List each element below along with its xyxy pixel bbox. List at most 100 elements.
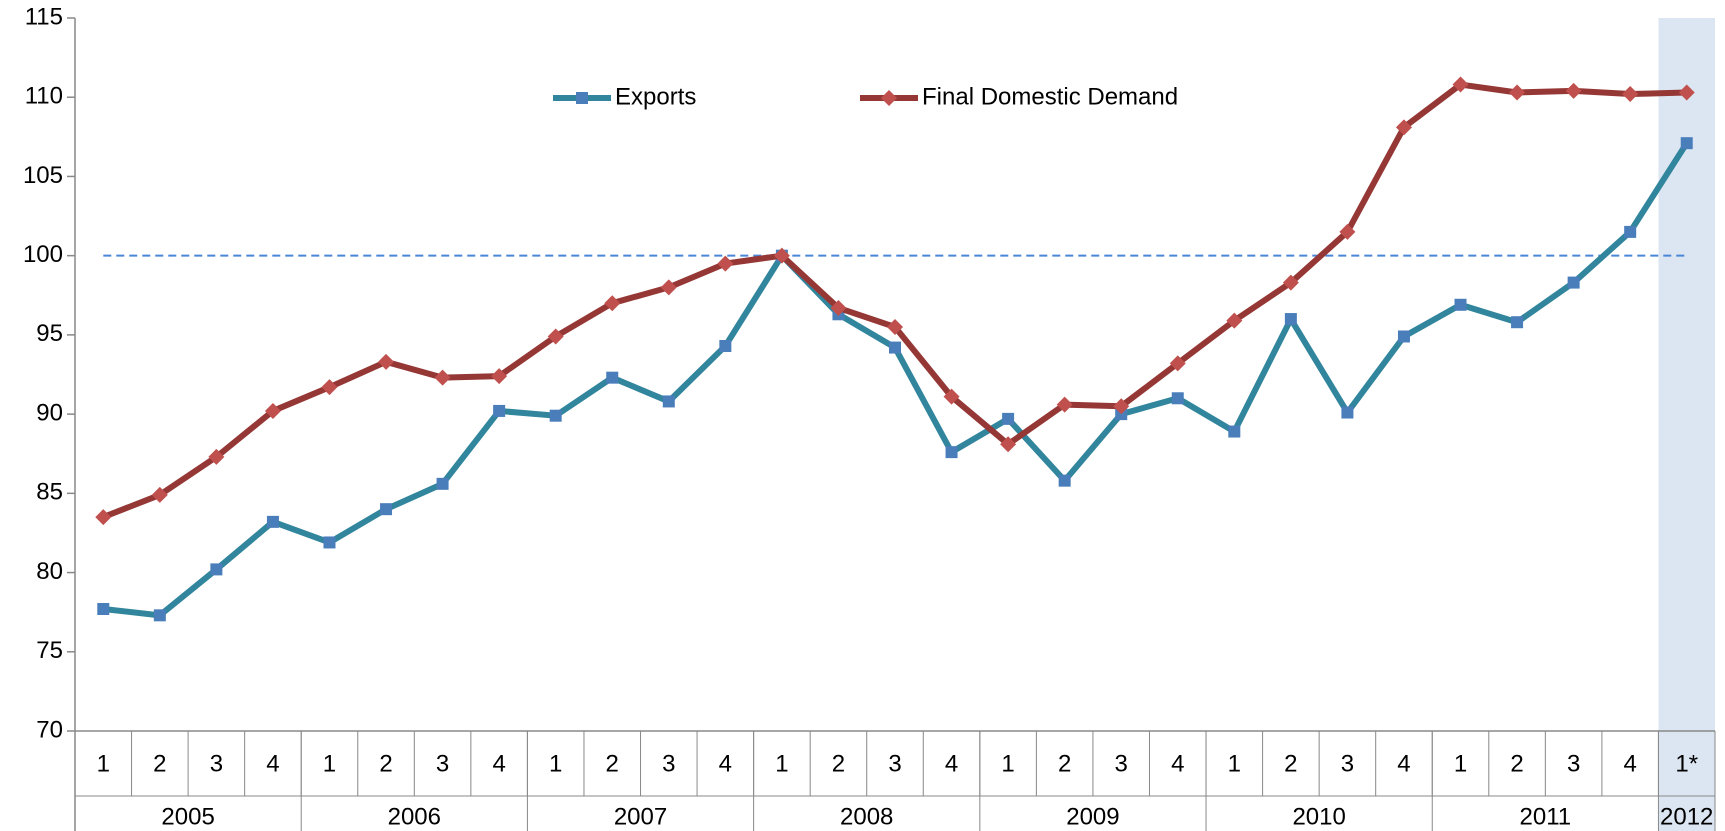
series-marker <box>210 563 223 576</box>
year-label: 2007 <box>614 803 667 830</box>
x-tick-label: 4 <box>266 750 279 777</box>
series-marker <box>719 339 732 352</box>
series-marker <box>264 402 281 419</box>
y-tick-label: 75 <box>36 637 63 664</box>
x-tick-label: 3 <box>436 750 449 777</box>
x-tick-label: 3 <box>1567 750 1580 777</box>
series-marker <box>153 609 166 622</box>
x-tick-label: 2 <box>1058 750 1071 777</box>
series-marker <box>266 515 279 528</box>
x-tick-label: 4 <box>1397 750 1410 777</box>
series-marker <box>1056 396 1073 413</box>
series-marker <box>1000 436 1017 453</box>
series-marker <box>151 486 168 503</box>
x-tick-label: 1 <box>1001 750 1014 777</box>
series-marker <box>323 536 336 549</box>
series-marker <box>1624 225 1637 238</box>
series-marker <box>547 328 564 345</box>
x-tick-label: 4 <box>719 750 732 777</box>
series-marker <box>321 379 338 396</box>
series-marker <box>1228 425 1241 438</box>
x-tick-label: 2 <box>832 750 845 777</box>
series-marker <box>434 369 451 386</box>
x-tick-label: 1 <box>323 750 336 777</box>
year-label: 2012 <box>1660 803 1713 830</box>
series-marker <box>208 448 225 465</box>
y-tick-label: 80 <box>36 558 63 585</box>
series-marker <box>1113 398 1130 415</box>
year-label: 2009 <box>1066 803 1119 830</box>
highlight-band <box>1658 18 1715 831</box>
year-label: 2005 <box>161 803 214 830</box>
series-marker <box>1341 406 1354 419</box>
x-tick-label: 4 <box>1623 750 1636 777</box>
series-marker <box>378 353 395 370</box>
year-label: 2011 <box>1520 803 1572 830</box>
x-tick-label: 2 <box>153 750 166 777</box>
y-tick-label: 85 <box>36 479 63 506</box>
series-marker <box>1511 316 1524 329</box>
series-marker <box>491 368 508 385</box>
series-marker <box>943 388 960 405</box>
y-tick-label: 105 <box>23 162 63 189</box>
y-tick-label: 70 <box>36 716 63 743</box>
series-marker <box>1622 86 1639 103</box>
series-marker <box>1002 412 1015 425</box>
series-marker <box>95 509 112 526</box>
y-tick-label: 115 <box>25 3 63 30</box>
year-label: 2010 <box>1292 803 1345 830</box>
series-marker <box>830 299 847 316</box>
x-tick-label: 1 <box>97 750 110 777</box>
legend-marker <box>881 90 897 106</box>
series-marker <box>660 279 677 296</box>
series-marker <box>1454 298 1467 311</box>
series-marker <box>549 409 562 422</box>
x-tick-label: 1 <box>1228 750 1241 777</box>
series-marker <box>1680 137 1693 150</box>
series-marker <box>97 602 110 615</box>
series-marker <box>1565 82 1582 99</box>
series-marker <box>436 477 449 490</box>
x-tick-label: 2 <box>606 750 619 777</box>
series-marker <box>1058 474 1071 487</box>
x-tick-label: 1 <box>775 750 788 777</box>
x-tick-label: 2 <box>1284 750 1297 777</box>
series-marker <box>1397 330 1410 343</box>
series-marker <box>1339 223 1356 240</box>
series-line <box>102 81 1687 520</box>
x-tick-label: 1* <box>1675 750 1698 777</box>
legend-label: Final Domestic Demand <box>922 83 1178 110</box>
series-marker <box>1169 355 1186 372</box>
series-marker <box>717 255 734 272</box>
year-label: 2006 <box>388 803 441 830</box>
series-marker <box>1284 313 1297 326</box>
series-marker <box>887 318 903 335</box>
series-marker <box>1452 76 1469 93</box>
series-marker <box>1509 84 1526 101</box>
series-marker <box>1282 274 1299 291</box>
series-marker <box>493 404 506 417</box>
series-marker <box>773 247 790 264</box>
legend-label: Exports <box>615 83 696 110</box>
x-tick-label: 4 <box>492 750 505 777</box>
series-marker <box>1226 312 1243 329</box>
x-tick-label: 3 <box>210 750 223 777</box>
series-marker <box>1395 119 1412 136</box>
series-marker <box>889 341 901 354</box>
series-marker <box>1171 392 1184 405</box>
x-tick-label: 3 <box>662 750 675 777</box>
series-marker <box>945 446 958 459</box>
legend-marker <box>576 92 588 104</box>
series-marker <box>1678 84 1695 101</box>
series-marker <box>380 503 393 516</box>
x-tick-label: 4 <box>945 750 958 777</box>
year-label: 2008 <box>840 803 893 830</box>
series-marker <box>604 295 621 312</box>
y-tick-label: 95 <box>36 320 63 347</box>
x-tick-label: 3 <box>1341 750 1354 777</box>
x-tick-label: 3 <box>888 750 901 777</box>
series-marker <box>606 371 619 384</box>
series-marker <box>1567 276 1580 289</box>
y-tick-label: 90 <box>36 399 63 426</box>
